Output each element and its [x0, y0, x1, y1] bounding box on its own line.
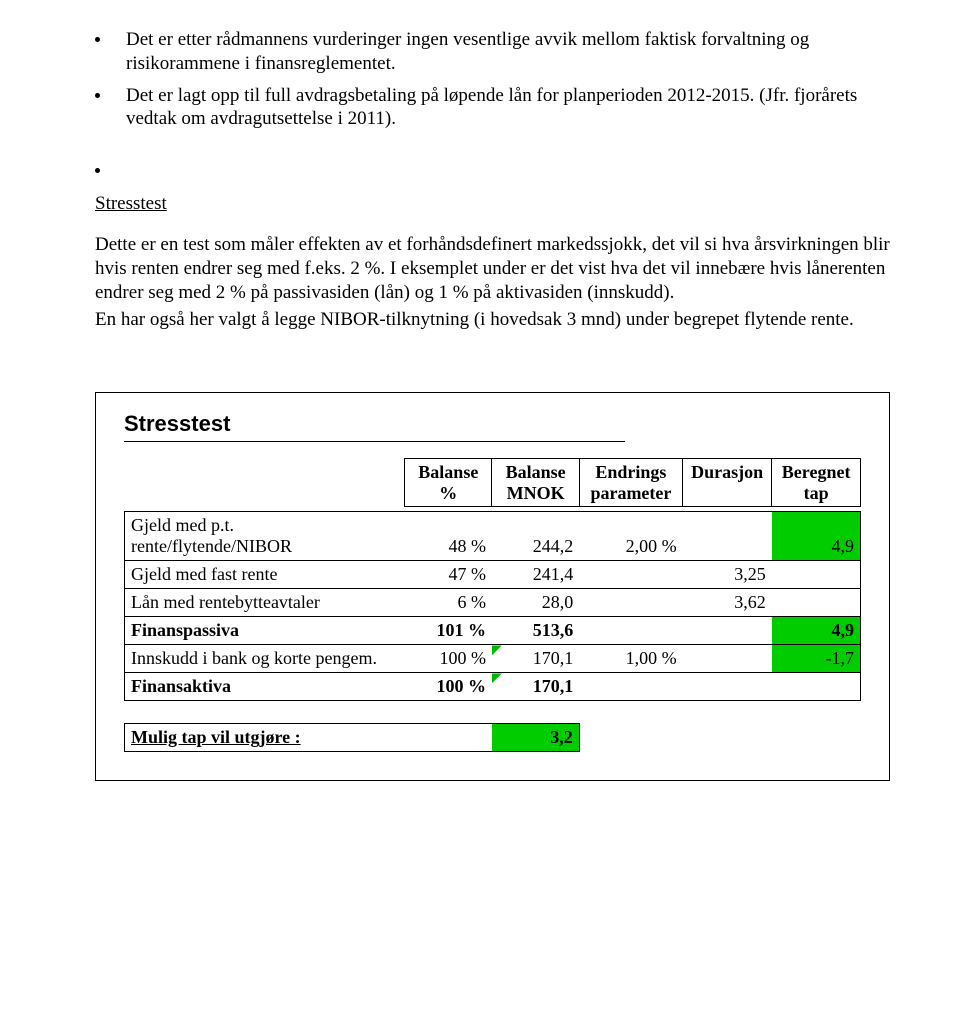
- bullet-icon: [95, 93, 100, 98]
- body-paragraph: Dette er en test som måler effekten av e…: [95, 233, 890, 304]
- header-line: Durasjon: [689, 462, 765, 483]
- row-label: Innskudd i bank og korte pengem.: [125, 645, 405, 673]
- row-balanse-mnok: 170,1: [492, 645, 579, 673]
- row-balanse-pct: 101 %: [405, 617, 492, 645]
- bullet-item: Det er etter rådmannens vurderinger inge…: [95, 28, 890, 76]
- section-heading-stresstest: Stresstest: [95, 193, 890, 215]
- bullet-item: Det er lagt opp til full avdragsbetaling…: [95, 84, 890, 132]
- row-balanse-mnok: 244,2: [492, 512, 579, 561]
- header-line: [689, 483, 765, 504]
- footer-value: 3,2: [492, 724, 579, 752]
- table-header-row: Balanse % Balanse MNOK Endrings paramete…: [125, 459, 861, 507]
- row-beregnet-tap: [772, 561, 861, 589]
- col-header-durasjon: Durasjon: [683, 459, 772, 507]
- body-paragraph: En har også her valgt å legge NIBOR-tilk…: [95, 308, 890, 332]
- row-durasjon: [683, 512, 772, 561]
- bullet-text: Det er etter rådmannens vurderinger inge…: [126, 28, 890, 76]
- row-endrings-parameter: [579, 673, 682, 701]
- row-beregnet-tap: [772, 673, 861, 701]
- footer-empty: [579, 724, 682, 752]
- row-label: Gjeld med p.t. rente/flytende/NIBOR: [125, 512, 405, 561]
- footer-empty: [772, 724, 861, 752]
- table-footer-row: Mulig tap vil utgjøre : 3,2: [125, 724, 861, 752]
- stresstest-title: Stresstest: [124, 411, 390, 437]
- row-beregnet-tap: 4,9: [772, 617, 861, 645]
- header-line: Beregnet: [778, 462, 854, 483]
- row-endrings-parameter: [579, 561, 682, 589]
- row-label: Finansaktiva: [125, 673, 405, 701]
- table-row: Innskudd i bank og korte pengem. 100 % 1…: [125, 645, 861, 673]
- header-line: Balanse: [411, 462, 485, 483]
- row-beregnet-tap: [772, 589, 861, 617]
- row-durasjon: [683, 617, 772, 645]
- row-balanse-mnok: 513,6: [492, 617, 579, 645]
- stresstest-box: Stresstest Balanse %: [95, 392, 890, 781]
- row-durasjon: 3,25: [683, 561, 772, 589]
- row-balanse-pct: 100 %: [405, 673, 492, 701]
- header-empty: [125, 459, 405, 507]
- row-balanse-pct: 47 %: [405, 561, 492, 589]
- header-line: tap: [778, 483, 854, 504]
- row-durasjon: 3,62: [683, 589, 772, 617]
- row-label: Gjeld med fast rente: [125, 561, 405, 589]
- row-endrings-parameter: 2,00 %: [579, 512, 682, 561]
- col-header-endrings-parameter: Endrings parameter: [579, 459, 682, 507]
- table-row: Gjeld med p.t. rente/flytende/NIBOR 48 %…: [125, 512, 861, 561]
- footer-empty: [405, 724, 492, 752]
- row-balanse-pct: 100 %: [405, 645, 492, 673]
- bullet-icon: [95, 37, 100, 42]
- row-durasjon: [683, 673, 772, 701]
- row-balanse-mnok: 170,1: [492, 673, 579, 701]
- bullet-icon: [95, 168, 100, 173]
- header-line: MNOK: [498, 483, 572, 504]
- bullet-text: Det er lagt opp til full avdragsbetaling…: [126, 84, 890, 132]
- spacer-row: [125, 701, 861, 724]
- header-line: Endrings: [586, 462, 676, 483]
- row-beregnet-tap: 4,9: [772, 512, 861, 561]
- header-line: %: [411, 483, 485, 504]
- row-label: Finanspassiva: [125, 617, 405, 645]
- row-balanse-mnok: 241,4: [492, 561, 579, 589]
- table-row: Lån med rentebytteavtaler 6 % 28,0 3,62: [125, 589, 861, 617]
- bullet-item-empty: [95, 159, 890, 173]
- table-row: Finansaktiva 100 % 170,1: [125, 673, 861, 701]
- row-endrings-parameter: [579, 589, 682, 617]
- row-beregnet-tap: -1,7: [772, 645, 861, 673]
- col-header-balanse-mnok: Balanse MNOK: [492, 459, 579, 507]
- col-header-balanse-pct: Balanse %: [405, 459, 492, 507]
- bullet-list: Det er etter rådmannens vurderinger inge…: [95, 28, 890, 173]
- footer-label: Mulig tap vil utgjøre :: [125, 724, 405, 752]
- row-endrings-parameter: 1,00 %: [579, 645, 682, 673]
- footer-empty: [683, 724, 772, 752]
- table-row: Finanspassiva 101 % 513,6 4,9: [125, 617, 861, 645]
- row-balanse-mnok: 28,0: [492, 589, 579, 617]
- row-label: Lån med rentebytteavtaler: [125, 589, 405, 617]
- row-balanse-pct: 48 %: [405, 512, 492, 561]
- header-line: parameter: [586, 483, 676, 504]
- col-header-beregnet-tap: Beregnet tap: [772, 459, 861, 507]
- stresstest-title-wrap: Stresstest: [124, 411, 861, 437]
- row-durasjon: [683, 645, 772, 673]
- row-endrings-parameter: [579, 617, 682, 645]
- row-balanse-pct: 6 %: [405, 589, 492, 617]
- page: Det er etter rådmannens vurderinger inge…: [0, 0, 960, 1012]
- stresstest-table: Balanse % Balanse MNOK Endrings paramete…: [124, 458, 861, 752]
- header-line: Balanse: [498, 462, 572, 483]
- table-row: Gjeld med fast rente 47 % 241,4 3,25: [125, 561, 861, 589]
- title-underline: [124, 441, 625, 442]
